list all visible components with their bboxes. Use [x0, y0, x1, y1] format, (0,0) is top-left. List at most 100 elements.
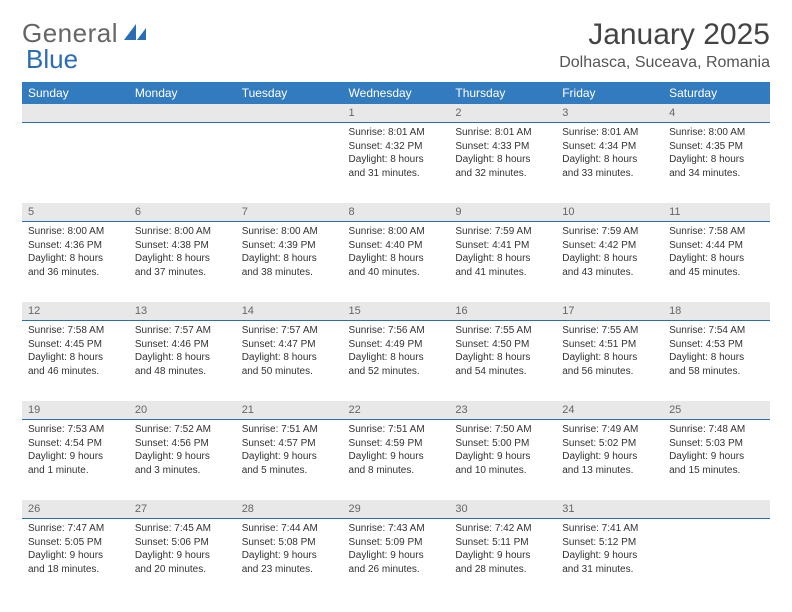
title-block: January 2025 Dolhasca, Suceava, Romania — [559, 18, 770, 72]
day-cell: Sunrise: 8:00 AMSunset: 4:40 PMDaylight:… — [343, 222, 450, 303]
day-cell: Sunrise: 7:58 AMSunset: 4:44 PMDaylight:… — [663, 222, 770, 303]
day-details: Sunrise: 8:00 AMSunset: 4:38 PMDaylight:… — [129, 222, 236, 285]
day-details: Sunrise: 7:48 AMSunset: 5:03 PMDaylight:… — [663, 420, 770, 483]
day-number-row: 19202122232425 — [22, 401, 770, 420]
empty-day-number — [22, 104, 129, 123]
day-number: 13 — [129, 302, 236, 321]
day-cell: Sunrise: 7:43 AMSunset: 5:09 PMDaylight:… — [343, 519, 450, 600]
day-cell: Sunrise: 8:00 AMSunset: 4:36 PMDaylight:… — [22, 222, 129, 303]
empty-day-number — [236, 104, 343, 123]
day-content-row: Sunrise: 7:47 AMSunset: 5:05 PMDaylight:… — [22, 519, 770, 600]
day-number-row: 1234 — [22, 104, 770, 123]
day-details: Sunrise: 7:52 AMSunset: 4:56 PMDaylight:… — [129, 420, 236, 483]
day-cell: Sunrise: 8:00 AMSunset: 4:39 PMDaylight:… — [236, 222, 343, 303]
day-cell: Sunrise: 7:47 AMSunset: 5:05 PMDaylight:… — [22, 519, 129, 600]
empty-day-cell — [663, 519, 770, 600]
day-cell: Sunrise: 8:00 AMSunset: 4:38 PMDaylight:… — [129, 222, 236, 303]
day-cell: Sunrise: 7:50 AMSunset: 5:00 PMDaylight:… — [449, 420, 556, 501]
day-number: 20 — [129, 401, 236, 420]
day-details: Sunrise: 7:50 AMSunset: 5:00 PMDaylight:… — [449, 420, 556, 483]
day-header: Wednesday — [343, 82, 450, 104]
day-details: Sunrise: 7:42 AMSunset: 5:11 PMDaylight:… — [449, 519, 556, 582]
day-cell: Sunrise: 7:54 AMSunset: 4:53 PMDaylight:… — [663, 321, 770, 402]
day-cell: Sunrise: 7:59 AMSunset: 4:41 PMDaylight:… — [449, 222, 556, 303]
day-details: Sunrise: 7:55 AMSunset: 4:51 PMDaylight:… — [556, 321, 663, 384]
day-cell: Sunrise: 7:51 AMSunset: 4:57 PMDaylight:… — [236, 420, 343, 501]
day-details: Sunrise: 7:41 AMSunset: 5:12 PMDaylight:… — [556, 519, 663, 582]
day-number-row: 567891011 — [22, 203, 770, 222]
day-number: 2 — [449, 104, 556, 123]
day-cell: Sunrise: 7:58 AMSunset: 4:45 PMDaylight:… — [22, 321, 129, 402]
day-cell: Sunrise: 7:41 AMSunset: 5:12 PMDaylight:… — [556, 519, 663, 600]
page-subtitle: Dolhasca, Suceava, Romania — [559, 54, 770, 72]
day-header: Sunday — [22, 82, 129, 104]
day-number: 30 — [449, 500, 556, 519]
day-details: Sunrise: 7:57 AMSunset: 4:46 PMDaylight:… — [129, 321, 236, 384]
day-header-row: SundayMondayTuesdayWednesdayThursdayFrid… — [22, 82, 770, 104]
empty-day-cell — [236, 123, 343, 204]
day-number: 4 — [663, 104, 770, 123]
day-number: 10 — [556, 203, 663, 222]
sail-icon — [122, 18, 150, 49]
day-header: Thursday — [449, 82, 556, 104]
calendar-body: 1234Sunrise: 8:01 AMSunset: 4:32 PMDayli… — [22, 104, 770, 599]
day-details: Sunrise: 7:53 AMSunset: 4:54 PMDaylight:… — [22, 420, 129, 483]
day-number: 1 — [343, 104, 450, 123]
day-cell: Sunrise: 7:44 AMSunset: 5:08 PMDaylight:… — [236, 519, 343, 600]
day-content-row: Sunrise: 7:53 AMSunset: 4:54 PMDaylight:… — [22, 420, 770, 501]
day-cell: Sunrise: 7:49 AMSunset: 5:02 PMDaylight:… — [556, 420, 663, 501]
day-cell: Sunrise: 8:00 AMSunset: 4:35 PMDaylight:… — [663, 123, 770, 204]
day-cell: Sunrise: 7:53 AMSunset: 4:54 PMDaylight:… — [22, 420, 129, 501]
day-details: Sunrise: 7:43 AMSunset: 5:09 PMDaylight:… — [343, 519, 450, 582]
day-details: Sunrise: 7:57 AMSunset: 4:47 PMDaylight:… — [236, 321, 343, 384]
day-number: 19 — [22, 401, 129, 420]
day-details: Sunrise: 7:59 AMSunset: 4:42 PMDaylight:… — [556, 222, 663, 285]
day-cell: Sunrise: 7:48 AMSunset: 5:03 PMDaylight:… — [663, 420, 770, 501]
calendar-table: SundayMondayTuesdayWednesdayThursdayFrid… — [22, 82, 770, 599]
day-number: 14 — [236, 302, 343, 321]
day-details: Sunrise: 8:00 AMSunset: 4:40 PMDaylight:… — [343, 222, 450, 285]
day-number: 22 — [343, 401, 450, 420]
empty-day-cell — [22, 123, 129, 204]
day-cell: Sunrise: 7:56 AMSunset: 4:49 PMDaylight:… — [343, 321, 450, 402]
day-number: 23 — [449, 401, 556, 420]
day-details: Sunrise: 7:51 AMSunset: 4:59 PMDaylight:… — [343, 420, 450, 483]
day-number-row: 12131415161718 — [22, 302, 770, 321]
day-details: Sunrise: 8:00 AMSunset: 4:39 PMDaylight:… — [236, 222, 343, 285]
day-details: Sunrise: 7:47 AMSunset: 5:05 PMDaylight:… — [22, 519, 129, 582]
day-number: 6 — [129, 203, 236, 222]
empty-day-cell — [129, 123, 236, 204]
empty-day-number — [129, 104, 236, 123]
day-details: Sunrise: 7:59 AMSunset: 4:41 PMDaylight:… — [449, 222, 556, 285]
day-details: Sunrise: 7:58 AMSunset: 4:44 PMDaylight:… — [663, 222, 770, 285]
day-number-row: 262728293031 — [22, 500, 770, 519]
day-cell: Sunrise: 8:01 AMSunset: 4:32 PMDaylight:… — [343, 123, 450, 204]
day-details: Sunrise: 7:56 AMSunset: 4:49 PMDaylight:… — [343, 321, 450, 384]
day-content-row: Sunrise: 7:58 AMSunset: 4:45 PMDaylight:… — [22, 321, 770, 402]
day-details: Sunrise: 7:49 AMSunset: 5:02 PMDaylight:… — [556, 420, 663, 483]
day-header: Friday — [556, 82, 663, 104]
day-number: 24 — [556, 401, 663, 420]
day-number: 29 — [343, 500, 450, 519]
day-details: Sunrise: 8:01 AMSunset: 4:34 PMDaylight:… — [556, 123, 663, 186]
day-cell: Sunrise: 7:51 AMSunset: 4:59 PMDaylight:… — [343, 420, 450, 501]
day-cell: Sunrise: 7:52 AMSunset: 4:56 PMDaylight:… — [129, 420, 236, 501]
day-header: Monday — [129, 82, 236, 104]
day-number: 28 — [236, 500, 343, 519]
day-cell: Sunrise: 7:55 AMSunset: 4:51 PMDaylight:… — [556, 321, 663, 402]
day-cell: Sunrise: 8:01 AMSunset: 4:33 PMDaylight:… — [449, 123, 556, 204]
day-cell: Sunrise: 7:57 AMSunset: 4:46 PMDaylight:… — [129, 321, 236, 402]
day-header: Tuesday — [236, 82, 343, 104]
day-content-row: Sunrise: 8:00 AMSunset: 4:36 PMDaylight:… — [22, 222, 770, 303]
day-number: 18 — [663, 302, 770, 321]
day-cell: Sunrise: 7:55 AMSunset: 4:50 PMDaylight:… — [449, 321, 556, 402]
day-details: Sunrise: 7:45 AMSunset: 5:06 PMDaylight:… — [129, 519, 236, 582]
day-details: Sunrise: 7:58 AMSunset: 4:45 PMDaylight:… — [22, 321, 129, 384]
day-details: Sunrise: 8:00 AMSunset: 4:36 PMDaylight:… — [22, 222, 129, 285]
day-number: 7 — [236, 203, 343, 222]
day-number: 26 — [22, 500, 129, 519]
day-header: Saturday — [663, 82, 770, 104]
day-cell: Sunrise: 7:42 AMSunset: 5:11 PMDaylight:… — [449, 519, 556, 600]
logo-text-2: Blue — [26, 44, 78, 75]
day-number: 8 — [343, 203, 450, 222]
